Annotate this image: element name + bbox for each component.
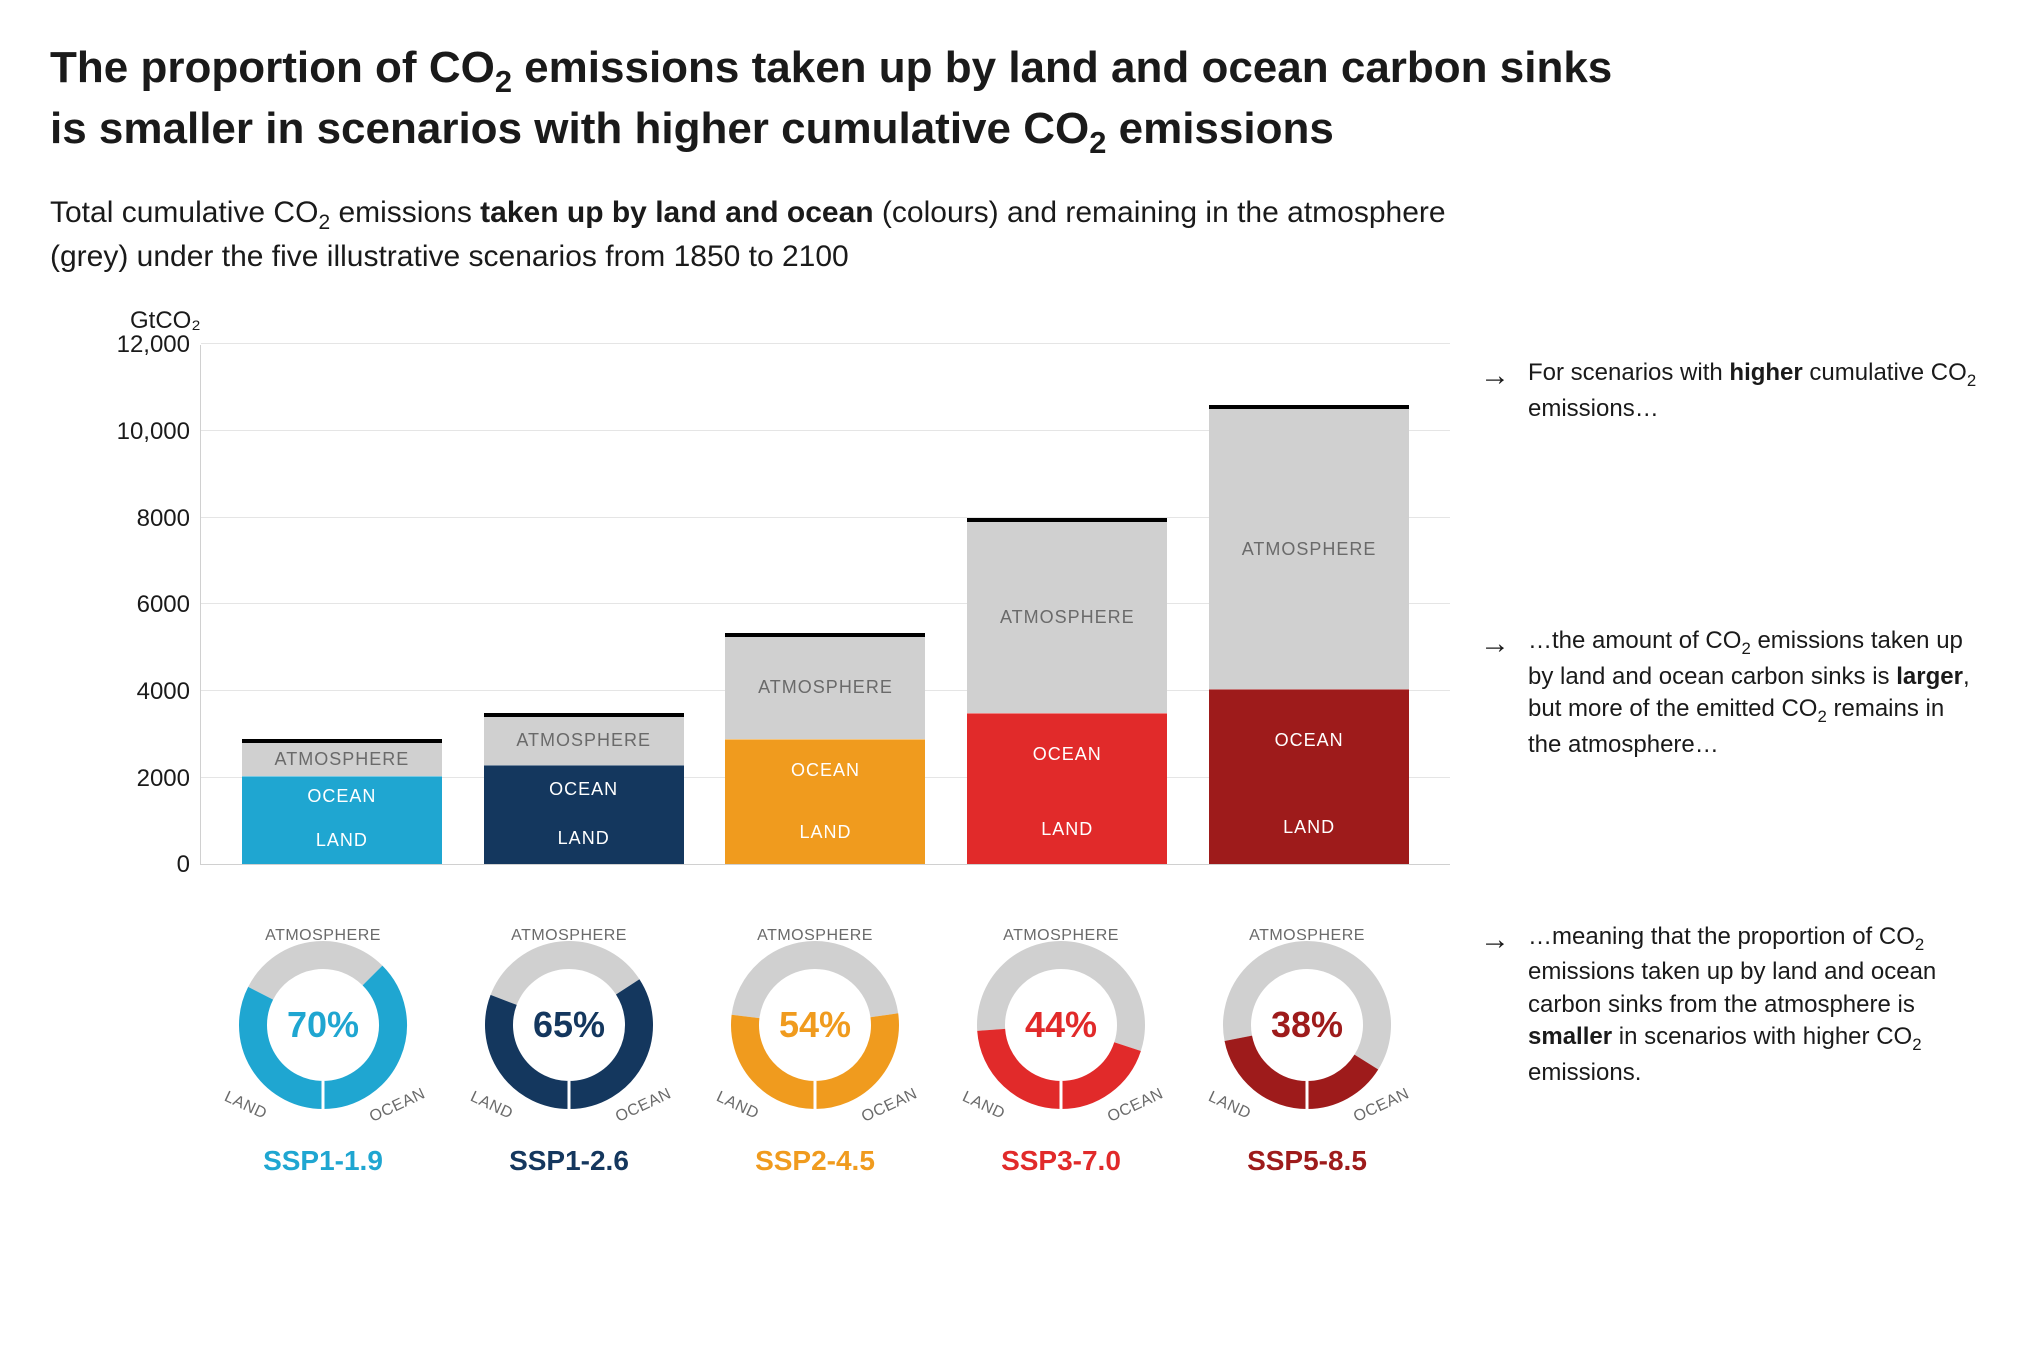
donut-SSP5-8.5: 38%ATMOSPHERELANDOCEAN SSP5-8.5: [1207, 935, 1407, 1177]
donut-label-top: ATMOSPHERE: [757, 927, 873, 945]
annotation-text: For scenarios with higher cumulative CO2…: [1528, 357, 1982, 425]
page-title: The proportion of CO2 emissions taken up…: [50, 40, 1650, 163]
donut-SSP2-4.5: 54%ATMOSPHERELANDOCEAN SSP2-4.5: [715, 935, 915, 1177]
donut-SSP1-2.6: 65%ATMOSPHERELANDOCEAN SSP1-2.6: [469, 935, 669, 1177]
subtitle: Total cumulative CO2 emissions taken up …: [50, 193, 1500, 278]
segment-label: LAND: [1041, 819, 1093, 840]
donut-label-top: ATMOSPHERE: [265, 927, 381, 945]
subtitle-bold: taken up by land and ocean: [480, 196, 873, 229]
donut-pct: 65%: [533, 1004, 605, 1046]
y-tick: 4000: [90, 678, 190, 706]
segment-ocean: OCEAN: [725, 739, 925, 802]
segment-land: LAND: [242, 817, 442, 865]
segment-label: ATMOSPHERE: [758, 677, 893, 698]
y-axis-unit: GtCO₂: [130, 307, 1450, 335]
segment-atmo: ATMOSPHERE: [242, 739, 442, 776]
segment-label: OCEAN: [1033, 744, 1102, 765]
bar-SSP2-4.5: LAND OCEAN ATMOSPHERE: [725, 633, 925, 865]
segment-label: OCEAN: [1275, 730, 1344, 751]
annotation-text: …the amount of CO2 emissions taken up by…: [1528, 625, 1982, 761]
donut-label-top: ATMOSPHERE: [511, 927, 627, 945]
donut-pct: 70%: [287, 1004, 359, 1046]
bar-SSP1-2.6: LAND OCEAN ATMOSPHERE: [484, 713, 684, 865]
segment-ocean: OCEAN: [1209, 689, 1409, 791]
scenario-label: SSP1-2.6: [509, 1145, 629, 1177]
segment-ocean: OCEAN: [967, 713, 1167, 795]
segment-label: OCEAN: [791, 760, 860, 781]
donut-label-top: ATMOSPHERE: [1249, 927, 1365, 945]
donut-wrap: 44%ATMOSPHERELANDOCEAN: [971, 935, 1151, 1115]
segment-label: ATMOSPHERE: [275, 749, 410, 770]
stacked-bar-chart: 0200040006000800010,00012,000 LANDOCEANA…: [90, 345, 1450, 905]
segment-land: LAND: [725, 802, 925, 865]
segment-label: OCEAN: [549, 779, 618, 800]
y-tick: 10,000: [90, 418, 190, 446]
donut-arc-land: [1307, 1063, 1366, 1096]
annotation-text: …meaning that the proportion of CO2 emis…: [1528, 921, 1982, 1089]
segment-land: LAND: [967, 795, 1167, 864]
segment-land: LAND: [484, 812, 684, 864]
annotation: →…the amount of CO2 emissions taken up b…: [1480, 625, 1982, 761]
y-tick: 0: [90, 851, 190, 879]
segment-label: ATMOSPHERE: [1242, 539, 1377, 560]
bar-SSP1-1.9: LAND OCEAN ATMOSPHERE: [242, 739, 442, 865]
y-tick: 8000: [90, 505, 190, 533]
segment-label: LAND: [1283, 817, 1335, 838]
donut-arc-atmo: [261, 955, 373, 993]
y-tick: 2000: [90, 765, 190, 793]
donut-SSP1-1.9: 70%ATMOSPHERELANDOCEAN SSP1-1.9: [223, 935, 423, 1177]
segment-atmo: ATMOSPHERE: [1209, 405, 1409, 689]
segment-atmo: ATMOSPHERE: [725, 633, 925, 739]
segment-label: LAND: [316, 830, 368, 851]
segment-label: ATMOSPHERE: [1000, 607, 1135, 628]
segment-atmo: ATMOSPHERE: [967, 518, 1167, 713]
donut-pct: 44%: [1025, 1004, 1097, 1046]
donut-SSP3-7.0: 44%ATMOSPHERELANDOCEAN SSP3-7.0: [961, 935, 1161, 1177]
scenario-label: SSP5-8.5: [1247, 1145, 1367, 1177]
donut-wrap: 65%ATMOSPHERELANDOCEAN: [479, 935, 659, 1115]
segment-ocean: OCEAN: [242, 776, 442, 817]
donut-pct: 54%: [779, 1004, 851, 1046]
donut-arc-atmo: [504, 955, 628, 1000]
annotation: →…meaning that the proportion of CO2 emi…: [1480, 921, 1982, 1089]
donut-arc-ocean: [1238, 1039, 1307, 1096]
gridline: [201, 343, 1450, 344]
arrow-icon: →: [1480, 357, 1510, 425]
subtitle-sub: 2: [318, 211, 330, 234]
donut-wrap: 38%ATMOSPHERELANDOCEAN: [1217, 935, 1397, 1115]
segment-label: LAND: [799, 822, 851, 843]
y-tick: 6000: [90, 591, 190, 619]
segment-atmo: ATMOSPHERE: [484, 713, 684, 765]
segment-land: LAND: [1209, 791, 1409, 865]
segment-ocean: OCEAN: [484, 765, 684, 813]
annotations: → For scenarios with higher cumulative CO…: [1480, 307, 1982, 1089]
donut-wrap: 54%ATMOSPHERELANDOCEAN: [725, 935, 905, 1115]
scenario-label: SSP2-4.5: [755, 1145, 875, 1177]
subtitle-pre: Total cumulative CO: [50, 196, 318, 229]
bar-SSP5-8.5: LAND OCEAN ATMOSPHERE: [1209, 405, 1409, 864]
donut-row: 70%ATMOSPHERELANDOCEANSSP1-1.9 65%ATMOSP…: [50, 905, 1450, 1187]
segment-label: OCEAN: [307, 786, 376, 807]
arrow-icon: →: [1480, 625, 1510, 761]
subtitle-mid1: emissions: [330, 196, 480, 229]
segment-label: LAND: [558, 828, 610, 849]
donut-label-top: ATMOSPHERE: [1003, 927, 1119, 945]
annotation: → For scenarios with higher cumulative CO…: [1480, 357, 1982, 425]
donut-pct: 38%: [1271, 1004, 1343, 1046]
segment-label: ATMOSPHERE: [516, 730, 651, 751]
scenario-label: SSP1-1.9: [263, 1145, 383, 1177]
donut-wrap: 70%ATMOSPHERELANDOCEAN: [233, 935, 413, 1115]
y-tick: 12,000: [90, 331, 190, 359]
donut-arc-land: [1061, 1047, 1128, 1095]
plot-area: LANDOCEANATMOSPHERELANDOCEANATMOSPHERELA…: [200, 345, 1450, 865]
arrow-icon: →: [1480, 921, 1510, 1089]
scenario-label: SSP3-7.0: [1001, 1145, 1121, 1177]
bar-SSP3-7.0: LAND OCEAN ATMOSPHERE: [967, 518, 1167, 865]
